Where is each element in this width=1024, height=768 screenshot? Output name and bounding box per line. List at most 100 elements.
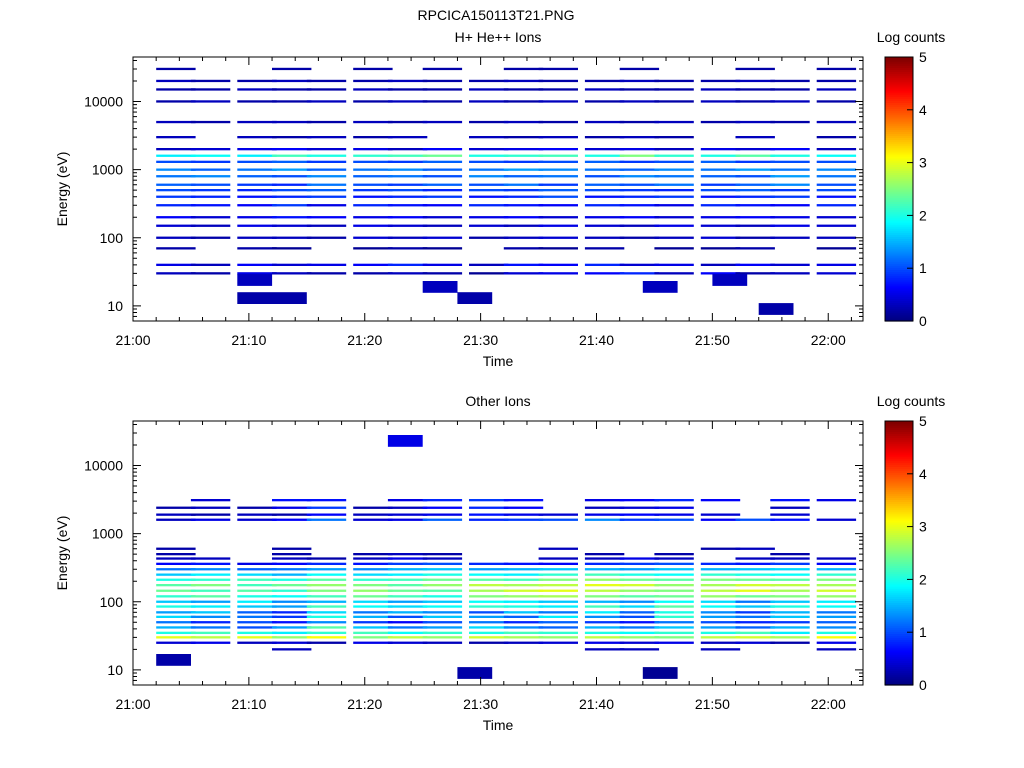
colorbar-segment [885,75,913,79]
heatmap-cell [770,120,810,124]
heatmap-cell [422,611,463,614]
heatmap-cell [770,160,810,163]
colorbar-segment [885,656,913,659]
heatmap-cell [735,615,775,618]
heatmap-cell [237,611,277,614]
heatmap-cell [654,513,694,516]
heatmap-cell [770,195,810,198]
heatmap-cell [700,621,741,624]
heatmap-cell [306,595,347,598]
heatmap-cell [538,626,578,629]
colorbar-segment [885,614,913,618]
heatmap-cell [735,584,775,587]
colorbar-segment [885,548,913,552]
heatmap-cell [735,224,775,227]
heatmap-cell [735,154,775,157]
colorbar-segment [885,67,913,70]
heatmap-cell [816,562,857,565]
colorbar-segment [885,230,913,233]
heatmap-cell [353,631,393,634]
colorbar-segment [885,542,913,546]
heatmap-cell [816,499,857,502]
heatmap-cell [237,136,277,139]
heatmap-cell [654,195,694,198]
heatmap-cell [353,154,393,157]
colorbar-segment [885,460,913,463]
colorbar-segment [885,443,913,447]
colorbar-segment [885,660,913,663]
colorbar-segment [885,279,913,283]
colorbar-segment [885,85,913,89]
y-tick-label: 100 [100,230,124,246]
x-axis-label: Time [483,353,514,369]
heatmap-cell [503,88,544,91]
colorbar-segment [885,509,913,513]
colorbar-segment [885,513,913,517]
heatmap-cell [584,175,625,178]
heatmap-cell [619,631,660,634]
heatmap-cell [156,100,196,103]
heatmap-cell [654,154,694,157]
colorbar-segment [885,162,913,165]
heatmap-cell [422,88,463,91]
heatmap-cell [457,292,493,304]
heatmap-cell [770,621,810,624]
heatmap-cell [190,626,231,629]
heatmap-cell [735,573,775,576]
heatmap-cell [190,120,231,124]
heatmap-cell [306,568,347,571]
colorbar-segment [885,635,913,639]
heatmap-cell [422,589,463,592]
heatmap-cell [770,641,810,644]
colorbar-segment [885,423,913,426]
heatmap-cell [503,154,544,157]
colorbar-segment [885,505,913,509]
x-tick-label: 21:20 [347,332,382,348]
panel-title: H+ He++ Ions [455,29,542,45]
heatmap-cell [654,247,694,250]
heatmap-cell [735,236,775,239]
heatmap-cell [353,88,393,91]
colorbar-segment [885,186,913,190]
heatmap-cell [272,578,312,581]
heatmap-cell [306,513,347,516]
heatmap-cell [353,557,393,560]
heatmap-cell [816,518,857,521]
heatmap-cell [816,88,857,91]
heatmap-cell [735,589,775,592]
heatmap-cell [156,584,196,587]
heatmap-cell [306,562,347,565]
heatmap-cell [770,631,810,634]
heatmap-cell [538,562,578,565]
heatmap-cell [735,247,775,250]
colorbar-segment [885,678,913,682]
heatmap-cell [619,595,660,598]
heatmap-cell [816,621,857,624]
colorbar-segment [885,526,913,529]
colorbar-segment [885,645,913,649]
heatmap-cell [735,611,775,614]
heatmap-cell [538,148,578,151]
heatmap-cell [422,189,463,192]
heatmap-cell [770,562,810,565]
heatmap-cell [816,600,857,603]
heatmap-cell [306,120,347,124]
heatmap-cell [538,136,578,139]
heatmap-cell [237,272,277,275]
heatmap-cell [735,67,775,71]
heatmap-cell [190,499,231,502]
heatmap-cell [306,557,347,560]
colorbar-segment [885,172,913,176]
colorbar-tick-label: 1 [919,260,927,276]
colorbar-segment [885,553,913,556]
heatmap-cell [619,578,660,581]
colorbar-segment [885,466,913,470]
heatmap-cell [422,578,463,581]
heatmap-cell [735,263,775,266]
heatmap-cell [469,518,509,521]
colorbar-segment [885,108,913,112]
heatmap-cell [538,518,578,521]
heatmap-cell [654,600,694,603]
heatmap-cell [654,160,694,163]
colorbar-segment [885,61,913,64]
